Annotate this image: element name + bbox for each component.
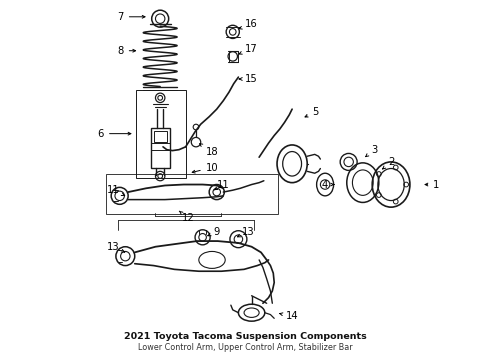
Text: 12: 12 bbox=[179, 211, 195, 224]
Text: 9: 9 bbox=[208, 227, 220, 237]
Text: 5: 5 bbox=[305, 107, 319, 117]
Text: 17: 17 bbox=[239, 44, 258, 54]
Text: 13: 13 bbox=[238, 227, 254, 237]
Bar bbox=[229, 51, 239, 62]
Text: 14: 14 bbox=[280, 311, 298, 321]
Text: 15: 15 bbox=[239, 74, 258, 84]
Text: 13: 13 bbox=[107, 242, 125, 252]
Text: 7: 7 bbox=[118, 12, 145, 22]
Text: 16: 16 bbox=[239, 19, 258, 29]
Text: 2: 2 bbox=[383, 157, 394, 169]
Bar bbox=[151, 128, 170, 167]
Text: 8: 8 bbox=[118, 46, 136, 56]
Text: 10: 10 bbox=[192, 163, 219, 173]
Text: 4: 4 bbox=[322, 180, 334, 189]
Text: 2021 Toyota Tacoma Suspension Components: 2021 Toyota Tacoma Suspension Components bbox=[123, 332, 367, 341]
Text: 11: 11 bbox=[107, 185, 125, 195]
Text: 11: 11 bbox=[214, 180, 230, 190]
Text: 1: 1 bbox=[425, 180, 440, 189]
Text: 6: 6 bbox=[98, 129, 131, 139]
Bar bbox=[153, 131, 167, 142]
Text: Lower Control Arm, Upper Control Arm, Stabilizer Bar: Lower Control Arm, Upper Control Arm, St… bbox=[138, 343, 352, 352]
Text: 18: 18 bbox=[200, 144, 219, 157]
Text: 3: 3 bbox=[366, 145, 377, 157]
Bar bbox=[106, 174, 278, 214]
Bar bbox=[136, 90, 186, 178]
